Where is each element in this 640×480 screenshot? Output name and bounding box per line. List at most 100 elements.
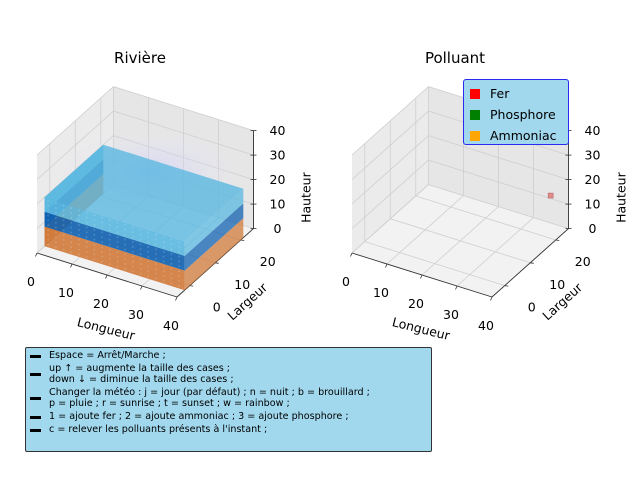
voxel-speckle <box>93 258 96 261</box>
voxel-speckle <box>116 241 119 243</box>
voxel-speckle <box>108 238 111 241</box>
help-marker <box>30 415 41 419</box>
z-tick-label: 40 <box>585 123 601 138</box>
help-item-weather: Changer la météo : j = jour (par défaut)… <box>30 387 431 409</box>
x-tick-mark <box>350 252 353 257</box>
voxel-speckle <box>55 217 57 219</box>
voxel-speckle <box>147 270 150 273</box>
voxel-speckle <box>85 241 88 244</box>
voxel-speckle <box>62 219 65 222</box>
voxel-speckle <box>93 214 96 217</box>
voxel-speckle <box>108 219 111 221</box>
voxel-speckle <box>170 272 173 275</box>
voxel-speckle <box>108 253 111 256</box>
y-tick-label: 20 <box>260 254 276 269</box>
help-text: Espace = Arrêt/Marche ; <box>49 350 166 361</box>
voxel-speckle <box>147 250 150 253</box>
voxel-speckle <box>170 258 173 260</box>
voxel-speckle <box>170 263 173 265</box>
voxel-speckle <box>101 260 103 263</box>
voxel-speckle <box>155 243 157 246</box>
help-text: c = relever les polluants présents à l'i… <box>49 424 268 435</box>
voxel-speckle <box>170 268 173 270</box>
voxel-speckle <box>116 236 119 238</box>
voxel-speckle <box>162 280 165 282</box>
z-axis-label: Hauteur <box>614 171 629 222</box>
x-tick-label: 20 <box>408 296 424 311</box>
voxel-speckle <box>55 236 57 239</box>
legend-label-phosphore: Phosphore <box>490 107 556 122</box>
polluant-plot: 01020304001020010203040LongueurLargeurHa… <box>342 49 628 343</box>
voxel-speckle <box>178 241 180 243</box>
voxel-speckle <box>62 204 65 207</box>
voxel-speckle <box>55 231 57 234</box>
voxel-speckle <box>139 273 142 275</box>
voxel-speckle <box>162 265 165 268</box>
z-tick-label: 40 <box>270 123 286 138</box>
voxel-speckle <box>147 241 150 243</box>
voxel-speckle <box>116 260 119 263</box>
voxel-speckle <box>70 231 73 234</box>
voxel-speckle <box>139 243 142 246</box>
voxel-speckle <box>85 221 88 224</box>
voxel-speckle <box>55 226 57 229</box>
voxel-speckle <box>139 258 142 260</box>
voxel-speckle <box>47 199 49 202</box>
voxel-speckle <box>147 236 150 238</box>
z-gridline <box>351 135 569 205</box>
voxel-speckle <box>155 253 157 255</box>
voxel-speckle <box>162 270 165 273</box>
x-tick-label: 10 <box>373 285 389 300</box>
help-marker <box>30 373 41 376</box>
voxel-speckle <box>124 224 126 226</box>
voxel-speckle <box>162 260 165 263</box>
y-tick-label: 20 <box>575 254 591 269</box>
voxel-speckle <box>116 231 119 234</box>
voxel-speckle <box>132 231 134 234</box>
voxel-speckle <box>124 233 126 236</box>
z-axis-label: Hauteur <box>299 171 314 222</box>
voxel-speckle <box>85 216 88 219</box>
legend-swatch-fer <box>470 88 480 99</box>
y-tick-mark <box>555 239 560 241</box>
voxel-speckle <box>93 234 96 236</box>
voxel-speckle <box>162 246 165 248</box>
voxel-speckle <box>70 226 73 229</box>
voxel-speckle <box>132 241 134 243</box>
voxel-speckle <box>55 246 57 249</box>
controls-help-box: Espace = Arrêt/Marche ; up ↑ = augmente … <box>25 347 432 452</box>
voxel-layer-front-face <box>44 226 185 291</box>
voxel-speckle <box>155 277 157 280</box>
voxel-speckle <box>70 216 73 219</box>
x-tick-mark <box>455 285 458 290</box>
voxel-speckle <box>132 251 134 253</box>
voxel-speckle <box>147 265 150 268</box>
voxel-speckle <box>93 238 96 241</box>
voxel-speckle <box>93 224 96 226</box>
legend-label-fer: Fer <box>490 86 510 101</box>
voxel-speckle <box>85 251 88 253</box>
voxel-speckle <box>101 251 103 253</box>
voxel-speckle <box>101 256 103 258</box>
y-tick-mark <box>189 285 194 287</box>
voxel-speckle <box>62 229 65 231</box>
help-text: Changer la météo : j = jour (par défaut)… <box>49 387 370 409</box>
voxel-speckle <box>139 238 142 241</box>
voxel-speckle <box>124 248 126 251</box>
voxel-speckle <box>116 265 119 268</box>
help-text: 1 = ajoute fer ; 2 = ajoute ammoniac ; 3… <box>49 411 349 422</box>
voxel-speckle <box>47 224 49 227</box>
voxel-speckle <box>124 268 126 270</box>
voxel-speckle <box>155 272 157 275</box>
voxel-speckle <box>85 256 88 258</box>
voxel-speckle <box>116 221 119 224</box>
voxel-speckle <box>62 234 65 236</box>
voxel-speckle <box>116 226 119 229</box>
voxel-speckle <box>78 224 80 226</box>
voxel-speckle <box>116 251 119 253</box>
help-marker <box>30 397 41 400</box>
voxel-speckle <box>132 270 134 273</box>
voxel-speckle <box>170 238 173 241</box>
voxel-speckle <box>124 243 126 246</box>
x-tick-label: 30 <box>128 307 144 322</box>
